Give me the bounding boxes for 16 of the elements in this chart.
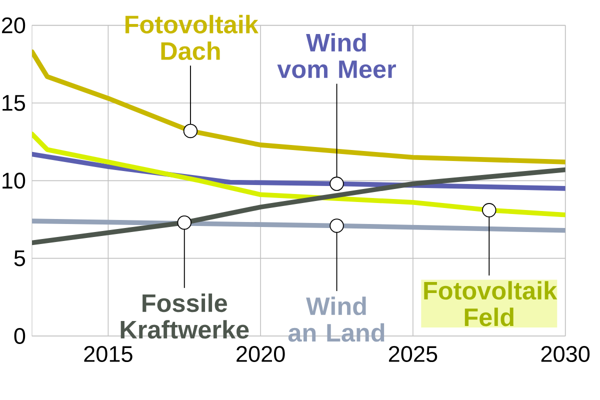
annotation: Fossile Kraftwerke bbox=[120, 294, 249, 339]
annotation: Wind an Land bbox=[288, 296, 384, 342]
line-series bbox=[32, 132, 566, 218]
x-tick-label: 2025 bbox=[388, 346, 438, 362]
annotation: Wind vom Meer bbox=[277, 33, 396, 78]
line-series bbox=[32, 167, 566, 246]
y-tick-label: 20 bbox=[2, 17, 26, 34]
x-tick-label: 2020 bbox=[236, 346, 285, 362]
y-tick-label: 5 bbox=[14, 250, 26, 266]
annotation: Fotovoltaik Feld bbox=[424, 281, 558, 326]
y-tick-label: 0 bbox=[14, 328, 26, 344]
x-tick-label: 2030 bbox=[541, 346, 590, 362]
annotation: Fotovoltaik Dach bbox=[126, 14, 258, 60]
y-tick-label: 15 bbox=[2, 95, 26, 111]
x-tick-label: 2015 bbox=[84, 346, 132, 362]
y-tick-label: 10 bbox=[2, 172, 26, 189]
